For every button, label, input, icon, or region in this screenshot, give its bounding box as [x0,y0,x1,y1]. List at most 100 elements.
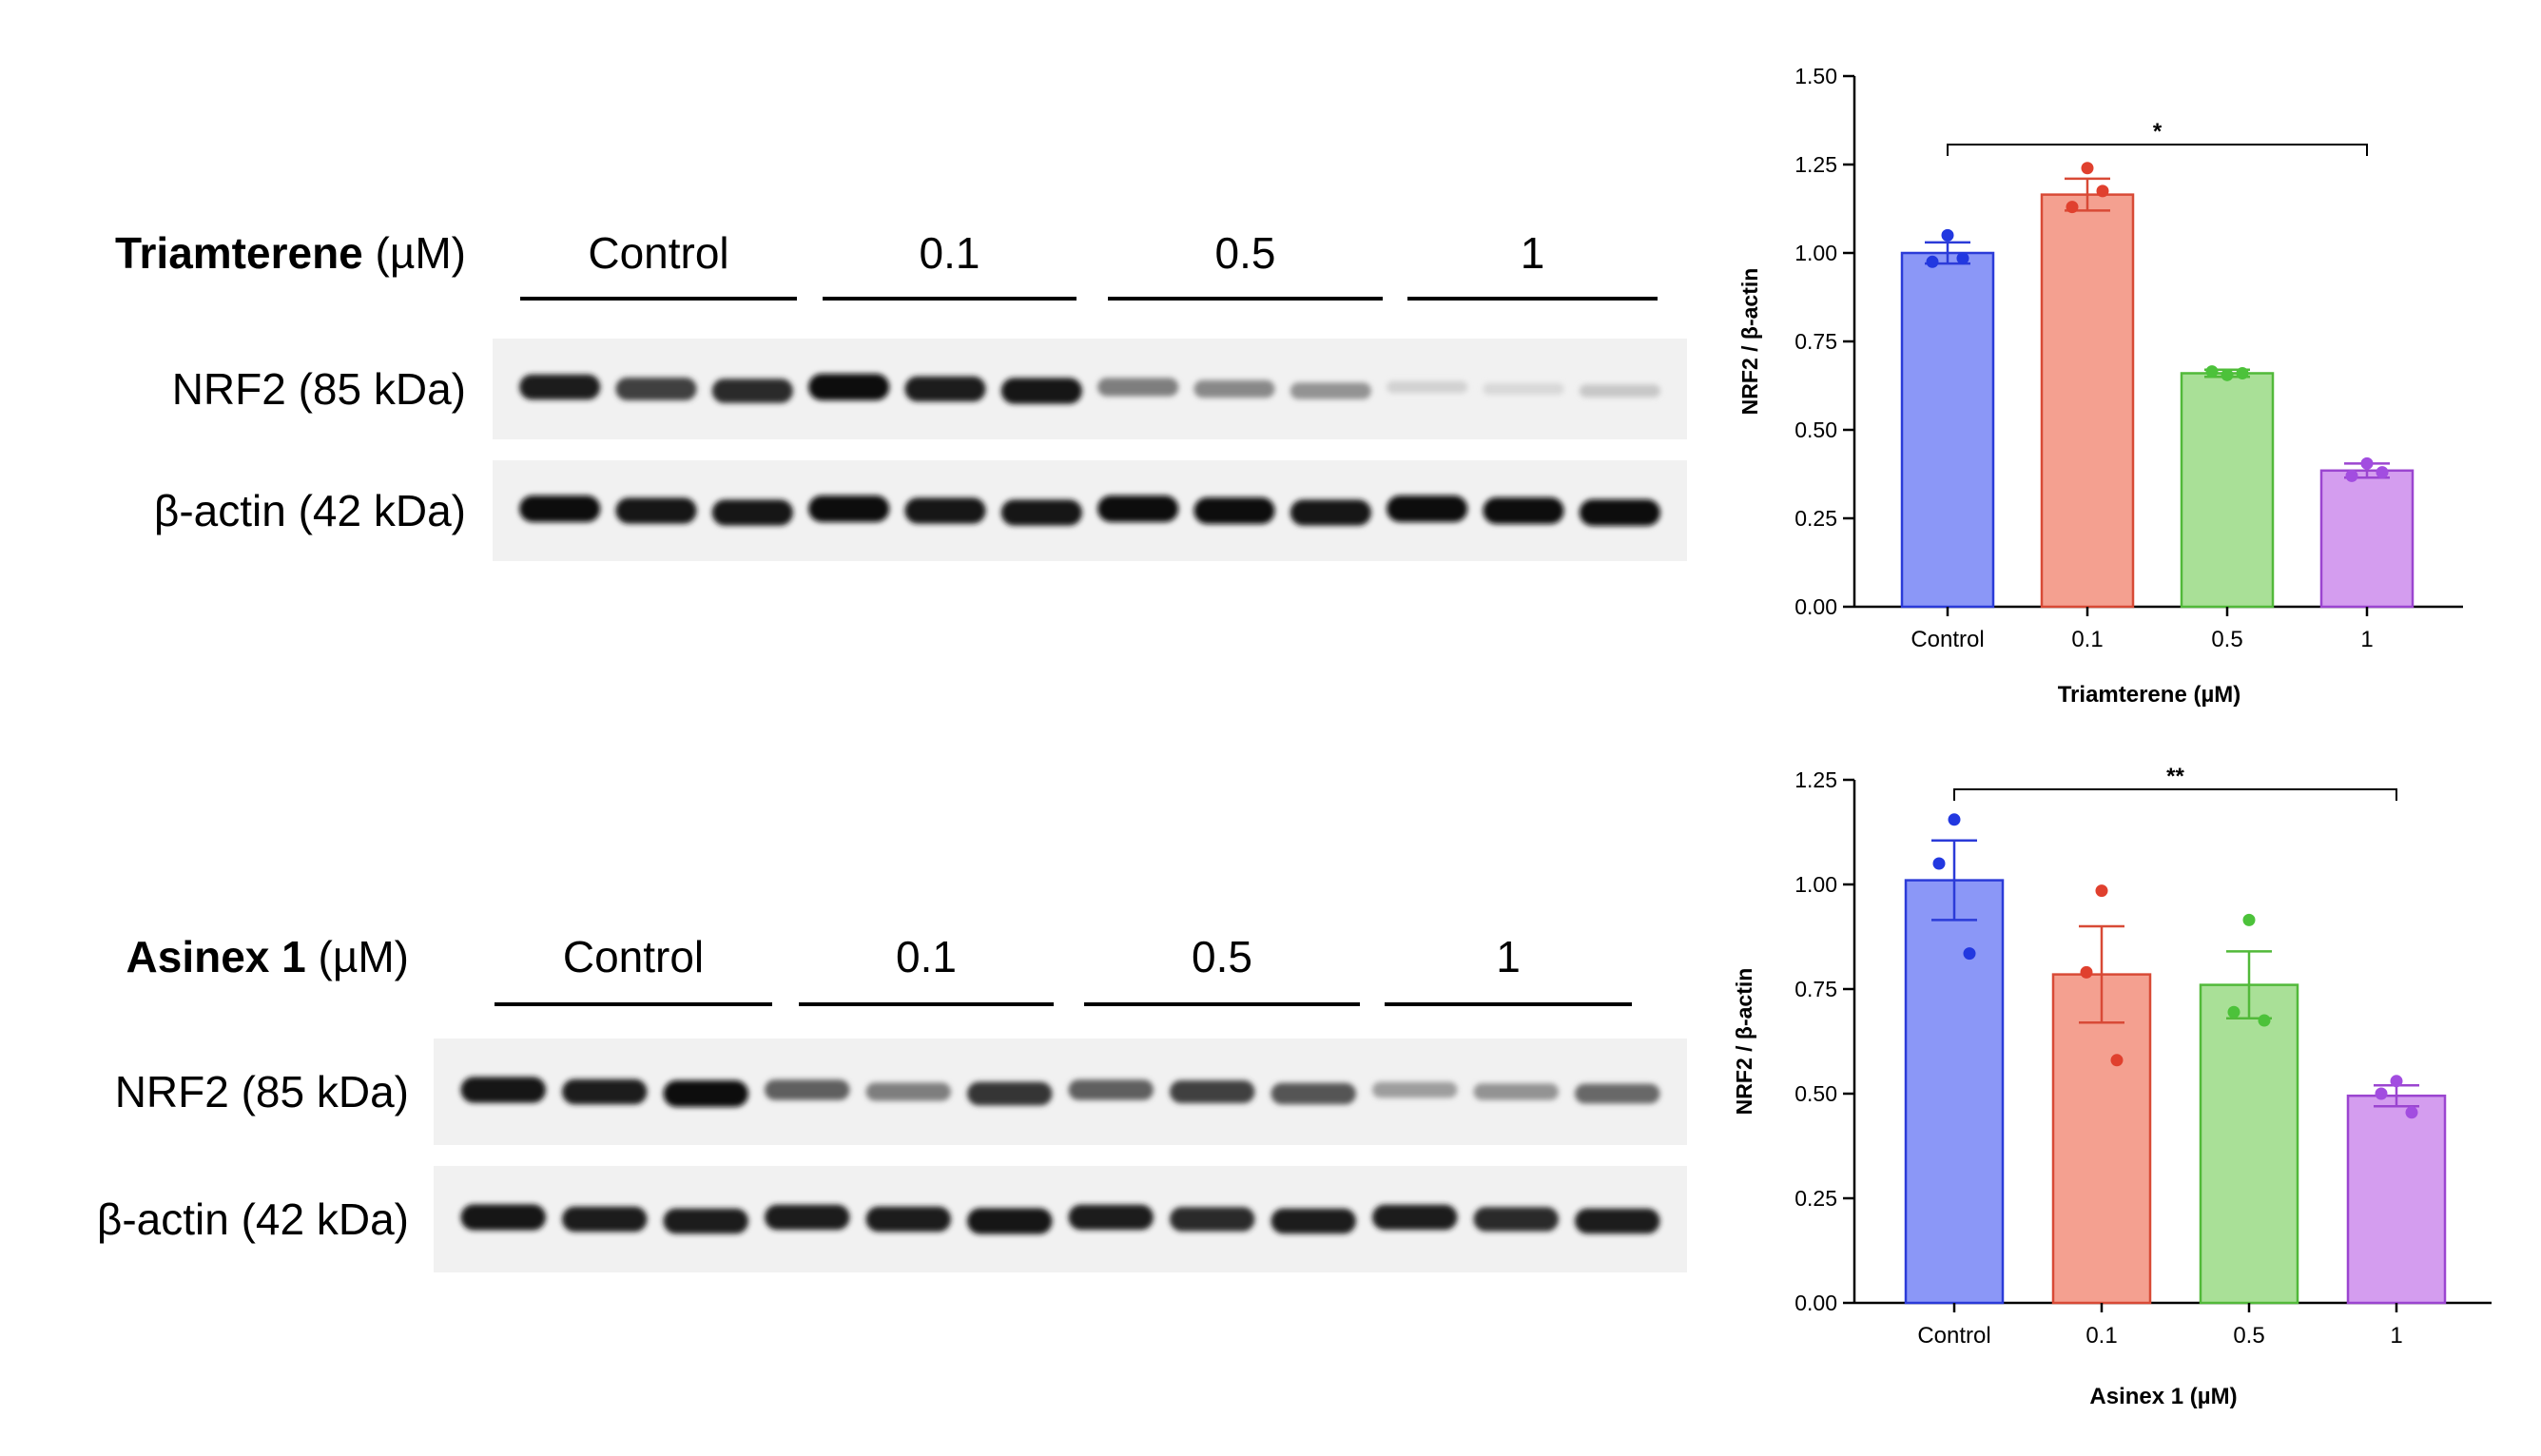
data-point [2081,162,2094,175]
y-tick-label: 0.25 [1794,1186,1837,1211]
y-tick-label: 1.25 [1794,152,1837,177]
blot-band [1000,378,1082,404]
data-point [2221,368,2234,381]
blot-band [808,374,890,400]
blot-band [1068,1204,1154,1231]
bar-0.1 [2040,193,2135,609]
data-point [2405,1106,2418,1119]
blot-title: Triamterene (µM) [115,228,466,278]
blot-panel-1: Triamterene (µM) Control 0.1 0.5 1 NRF2 (85 k… [115,228,1687,561]
x-tick-label: 0.1 [2085,1323,2117,1349]
blot-band [562,1206,648,1233]
blot-band [562,1078,648,1105]
lane-label-0.1: 0.1 [896,932,957,981]
y-tick-label: 1.25 [1794,767,1837,792]
significance-label: ** [2166,764,2184,789]
data-point [2242,913,2256,926]
bar-1 [2346,1094,2447,1305]
blot-row-label: NRF2 (85 kDa) [115,1067,409,1116]
y-tick-label: 0.75 [1794,977,1837,1001]
y-tick-label: 0.25 [1794,506,1837,531]
data-point [1932,857,1946,870]
bar-0.5 [2199,983,2299,1305]
blot-band [1068,1079,1154,1100]
data-point [2360,456,2374,470]
blot-band [519,374,601,400]
blot-treatment: Asinex 1 [126,932,306,981]
x-tick-label: 0.5 [2211,627,2242,652]
blot-band [1000,499,1082,526]
blot-band [1290,499,1371,526]
blot-band [765,1079,850,1100]
blot-band [711,379,793,403]
bar-0.5 [2180,372,2275,609]
data-point [2205,365,2219,379]
data-point [2258,1014,2271,1027]
blot-band [1483,382,1564,396]
lane-label-0.1: 0.1 [920,228,980,278]
lane-label-1: 1 [1521,228,1545,278]
blot-band [615,497,697,524]
data-point [1963,947,1976,961]
x-axis-label: Asinex 1 (µM) [2089,1384,2237,1409]
blot-band [1170,1080,1255,1103]
data-point [1941,228,1954,242]
blot-band [1372,1081,1458,1098]
blot-band [663,1208,748,1234]
blot-band [904,376,986,402]
x-tick-label: 1 [2390,1323,2402,1349]
bar-chart-2: 0.00 0.25 0.50 0.75 1.00 1.25 Control 0.1 0.5 1 **… [1732,764,2492,1409]
blot-band [1579,499,1660,526]
blot-band [1387,380,1468,394]
blot-band [808,495,890,522]
lane-label-1: 1 [1496,932,1521,981]
blot-row-label: β-actin (42 kDa) [154,486,466,535]
y-tick-label: 0.50 [1794,417,1837,442]
x-tick-label: 1 [2360,627,2373,652]
data-point [2096,184,2109,198]
x-tick-label: 0.5 [2233,1323,2264,1349]
blot-band [1387,495,1468,522]
blot-band [663,1080,748,1107]
lane-label-0.5: 0.5 [1192,932,1252,981]
lane-label-0.5: 0.5 [1215,228,1276,278]
blot-row-label: NRF2 (85 kDa) [172,364,466,414]
blot-band [765,1204,850,1231]
blot-band [967,1208,1053,1234]
data-point [2110,1054,2124,1067]
blot-unit: (µM) [363,228,466,278]
data-point [2236,366,2249,379]
bar-0.1 [2051,973,2152,1305]
data-point [2345,469,2358,482]
blot-band [1575,1208,1660,1234]
blot-band [1473,1207,1559,1232]
x-axis-label: Triamterene (µM) [2058,682,2241,708]
significance-bracket [1947,144,2368,156]
blot-band [1372,1204,1458,1231]
blot-band [865,1206,951,1233]
x-tick-label: Control [1911,627,1984,652]
blot-band [1579,384,1660,398]
data-point [2095,884,2108,898]
data-point [1948,813,1961,826]
blot-band [1097,495,1179,522]
y-tick-label: 0.00 [1794,1291,1837,1315]
blot-band [904,497,986,524]
bar-chart-1: 0.00 0.25 0.50 0.75 1.00 1.25 1.50 Control 0.1 0.… [1737,64,2463,708]
data-point [1926,255,1939,268]
data-point [1956,252,1969,265]
x-tick-label: Control [1917,1323,1990,1349]
bar-Control [1900,251,1995,609]
blot-band [1270,1208,1356,1234]
y-tick-label: 1.50 [1794,64,1837,88]
x-tick-label: 0.1 [2071,627,2103,652]
data-point [2066,201,2079,214]
blot-band [460,1204,546,1231]
data-point [2376,466,2389,479]
blot-band [615,378,697,400]
blot-band [1170,1207,1255,1232]
blot-band [460,1077,546,1103]
y-tick-label: 1.00 [1794,241,1837,265]
